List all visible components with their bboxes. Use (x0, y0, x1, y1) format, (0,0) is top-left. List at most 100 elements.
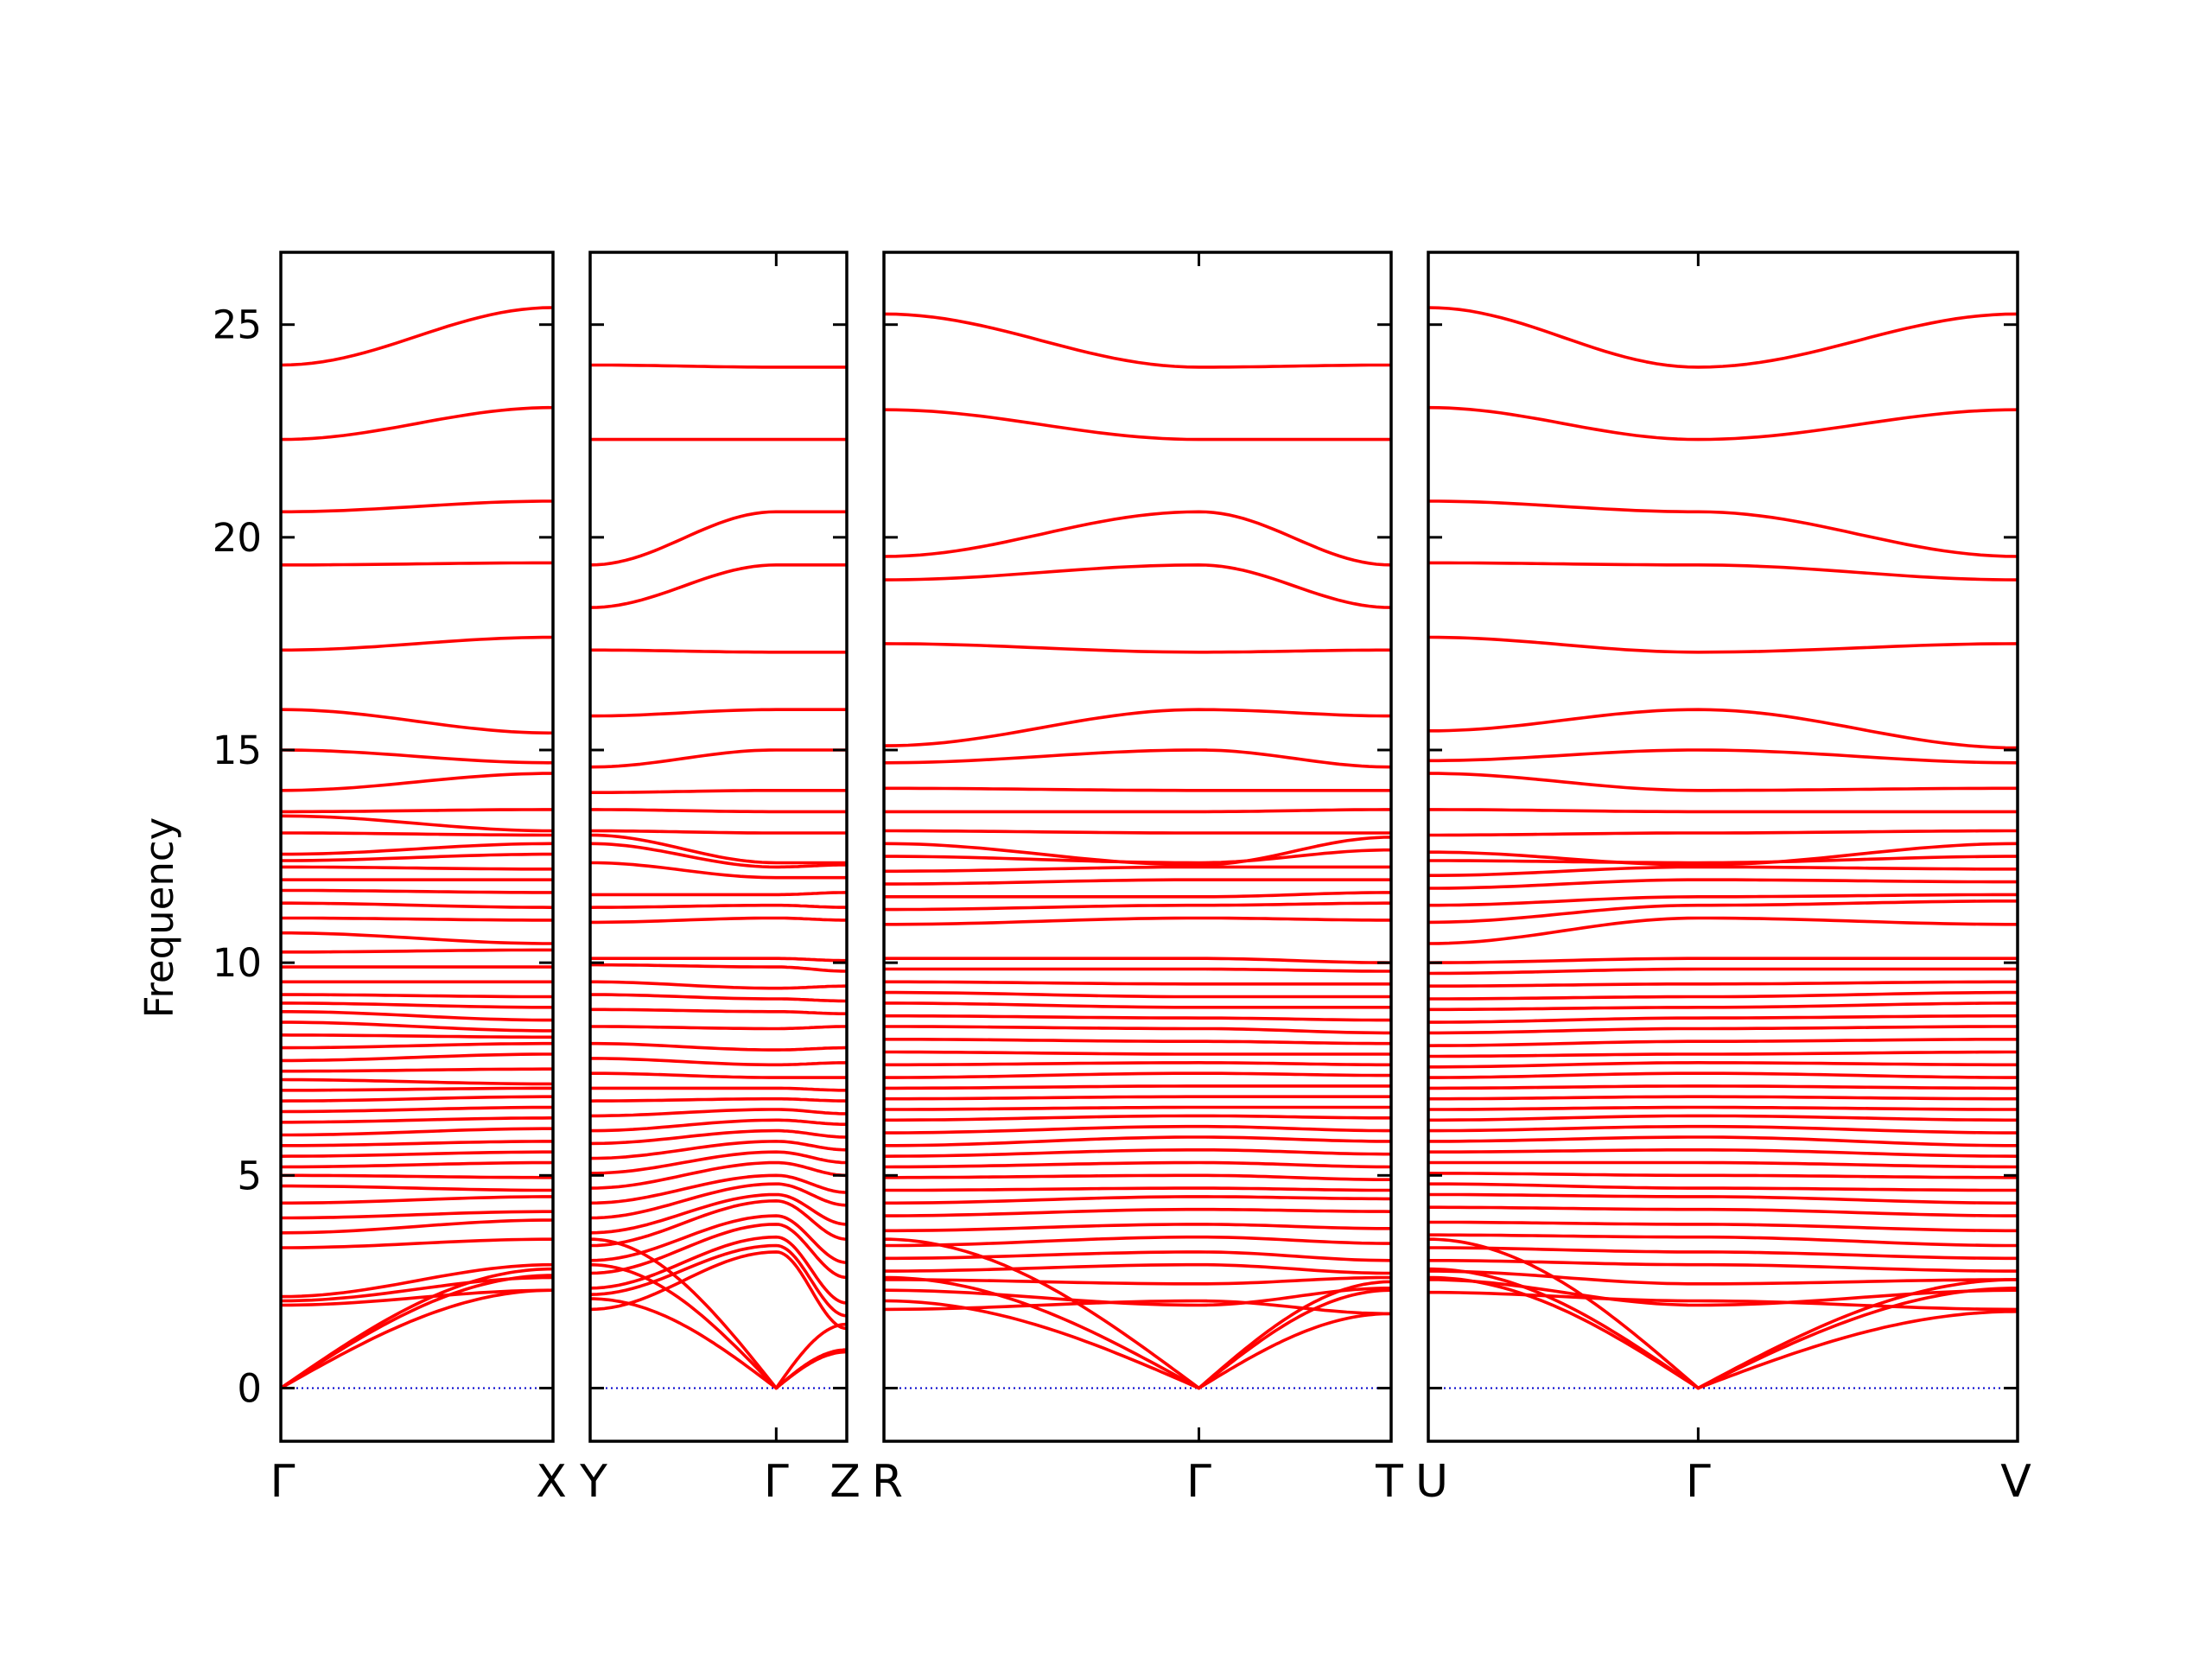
x-tick-label: X (536, 1456, 567, 1508)
band-line (281, 1218, 553, 1235)
band-line (1428, 1233, 2018, 1248)
band-line (1428, 808, 2018, 814)
band-line (1428, 1135, 2018, 1147)
band-line (281, 916, 553, 922)
acoustic-band-line (1428, 1267, 1700, 1390)
band-line (281, 772, 553, 792)
band-line (884, 1250, 1391, 1262)
band-line (1428, 855, 2018, 865)
band-line (590, 1223, 847, 1280)
band-line (281, 561, 553, 567)
acoustic-band-line (1696, 1278, 2018, 1390)
band-line (281, 708, 553, 735)
band-line (1428, 561, 2018, 582)
band-line (590, 916, 847, 925)
band-line (1428, 1071, 2018, 1079)
band-line (590, 1235, 847, 1305)
band-line (281, 1001, 553, 1009)
panel-frame (882, 251, 1393, 1443)
band-line (884, 1114, 1391, 1122)
acoustic-band-line (884, 1237, 1201, 1390)
band-line (1428, 990, 2018, 1001)
band-line (281, 1010, 553, 1022)
panel-u-gamma-v-bands (1428, 306, 2018, 1390)
band-line (1428, 1114, 2018, 1122)
band-line (281, 865, 553, 871)
band-line (1428, 1205, 2018, 1217)
band-line (1428, 1172, 2018, 1179)
band-line (281, 635, 553, 652)
band-line (884, 1071, 1391, 1079)
y-axis-label: Frequency (137, 817, 182, 1018)
band-line (590, 957, 847, 963)
band-line (281, 1116, 553, 1124)
acoustic-band-line (1428, 1237, 1700, 1390)
band-line (1428, 916, 2018, 945)
band-line (1428, 829, 2018, 837)
acoustic-band-line (774, 1322, 847, 1390)
band-line (884, 1050, 1391, 1056)
band-line (590, 1150, 847, 1175)
y-tick-label: 25 (213, 302, 262, 348)
band-line (1428, 893, 2018, 907)
band-line (884, 1207, 1391, 1217)
panel-r-gamma-t-bands (884, 312, 1391, 1390)
acoustic-band-line (1197, 1280, 1391, 1390)
band-line (884, 563, 1391, 609)
acoustic-band-line (1428, 1275, 1700, 1390)
band-line (281, 814, 553, 833)
band-line (590, 1182, 847, 1220)
band-line (1428, 1192, 2018, 1205)
band-line (884, 1061, 1391, 1067)
band-line (590, 808, 847, 814)
band-line (590, 993, 847, 1003)
panel-frame (279, 251, 555, 1443)
band-line (590, 1199, 847, 1248)
band-line (1428, 1246, 2018, 1261)
band-line (590, 1118, 847, 1133)
band-line (1428, 1259, 2018, 1273)
band-line (590, 1140, 847, 1160)
band-line (281, 1105, 553, 1114)
band-line (281, 993, 553, 999)
band-line (590, 842, 847, 869)
band-line (884, 848, 1391, 865)
y-tick-label: 10 (213, 940, 262, 986)
band-line (590, 963, 847, 973)
band-line (590, 1192, 847, 1235)
band-line (884, 1275, 1391, 1286)
band-line (281, 1127, 553, 1137)
band-line (884, 1095, 1391, 1101)
band-line (590, 1160, 847, 1190)
band-line (281, 901, 553, 909)
band-line (281, 1020, 553, 1033)
band-line (884, 642, 1391, 654)
band-line (590, 1025, 847, 1031)
band-line (884, 891, 1391, 899)
band-line (590, 1071, 847, 1079)
panel-gamma-x-bands (281, 306, 553, 1390)
band-line (281, 1077, 553, 1086)
band-line (281, 888, 553, 894)
y-tick-label: 15 (213, 728, 262, 773)
band-line (1428, 499, 2018, 558)
band-line (281, 1210, 553, 1220)
band-line (281, 1052, 553, 1063)
band-line (884, 808, 1391, 814)
band-line (590, 980, 847, 990)
band-line (884, 1148, 1391, 1158)
band-line (590, 829, 847, 835)
band-line (281, 1041, 553, 1050)
band-line (590, 563, 847, 609)
band-line (1428, 1014, 2018, 1024)
band-line (590, 1128, 847, 1146)
y-tick-label: 5 (237, 1153, 262, 1198)
y-tick-label: 20 (213, 515, 262, 561)
band-line (281, 1184, 553, 1192)
acoustic-band-line (1696, 1287, 2018, 1390)
band-line (281, 808, 553, 814)
band-line (281, 1067, 553, 1073)
band-line (884, 865, 1391, 874)
